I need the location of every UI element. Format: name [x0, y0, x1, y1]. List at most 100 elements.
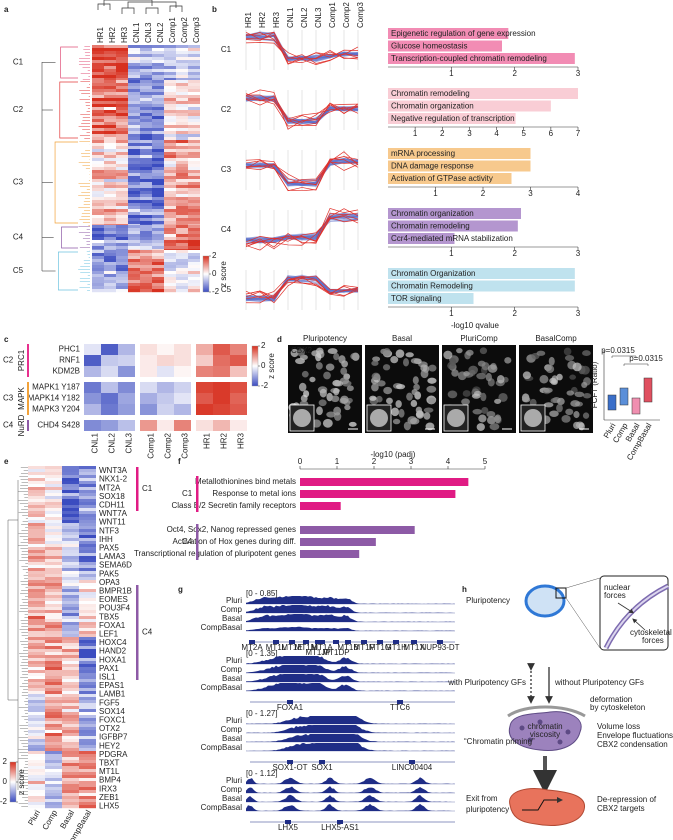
nucleus — [428, 364, 437, 372]
heatmap-texture — [188, 128, 200, 132]
gene-label: IRX3 — [99, 784, 117, 793]
heatmap-texture — [92, 265, 104, 269]
nucleus — [423, 412, 431, 420]
heatmap-texture — [92, 107, 104, 111]
heatmap-texture — [92, 119, 104, 123]
heatmap-texture — [92, 188, 104, 192]
heatmap-texture — [140, 149, 152, 153]
heatmap-texture — [152, 274, 164, 278]
heatmap-texture — [188, 137, 200, 141]
heatmap-texture — [164, 69, 176, 73]
track-label: Pluri — [226, 776, 242, 785]
heatmap-texture — [116, 149, 128, 153]
gene-label: WNT3A — [99, 466, 128, 475]
heatmap-texture — [140, 101, 152, 105]
heatmap-texture — [92, 86, 104, 90]
exon — [249, 640, 255, 644]
heatmap-texture — [79, 670, 96, 674]
heatmap-texture — [28, 517, 45, 521]
heatmap-texture — [104, 167, 116, 171]
heatmap-texture — [79, 790, 96, 794]
heatmap-texture — [92, 75, 104, 79]
heatmap-texture — [116, 280, 128, 284]
heatmap-texture — [104, 128, 116, 132]
zoom-box — [555, 587, 567, 599]
group-label: C1 — [182, 489, 193, 498]
heatmap-texture — [45, 658, 62, 662]
heatmap-texture — [164, 243, 176, 247]
heatmap-texture — [164, 231, 176, 235]
heatmap-texture — [28, 589, 45, 593]
heatmap-texture — [176, 176, 188, 180]
heatmap-texture — [128, 185, 140, 189]
heatmap-texture — [140, 167, 152, 171]
heatmap-texture — [116, 182, 128, 186]
track-label: Basal — [222, 674, 242, 683]
box — [607, 394, 617, 411]
heatmap-texture — [152, 158, 164, 162]
column-label: HR3 — [237, 432, 246, 449]
heatmap-texture — [176, 122, 188, 126]
heatmap-texture — [152, 146, 164, 150]
row-label: PHC1 — [59, 345, 81, 354]
heatmap-texture — [152, 218, 164, 222]
heatmap-texture — [140, 289, 152, 293]
heatmap-texture — [104, 89, 116, 93]
heatmap-texture — [104, 113, 116, 117]
bar — [388, 280, 575, 292]
heatmap-texture — [128, 122, 140, 126]
heatmap-texture — [176, 234, 188, 238]
heatmap-texture — [116, 63, 128, 67]
x-tick-label: 1 — [413, 129, 418, 138]
heatmap-texture — [188, 209, 200, 213]
heatmap-texture — [140, 48, 152, 52]
heatmap-cell — [84, 366, 101, 377]
track-label: Pluri — [226, 656, 242, 665]
heatmap-texture — [45, 592, 62, 596]
heatmap-texture — [128, 215, 140, 219]
group-label: NuRD — [17, 414, 26, 436]
heatmap-texture — [28, 496, 45, 500]
heatmap-texture — [176, 167, 188, 171]
profile-line — [245, 213, 359, 244]
heatmap-texture — [92, 277, 104, 281]
gene-label: LINC00404 — [392, 763, 433, 772]
heatmap-cell — [196, 344, 213, 355]
heatmap-texture — [152, 182, 164, 186]
gene-label: HAND2 — [99, 647, 127, 656]
heatmap-texture — [152, 173, 164, 177]
heatmap-texture — [28, 571, 45, 575]
heatmap-texture — [28, 535, 45, 539]
heatmap-texture — [128, 63, 140, 67]
heatmap-texture — [152, 125, 164, 129]
heatmap-texture — [164, 110, 176, 114]
heatmap-texture — [188, 95, 200, 99]
heatmap-texture — [104, 179, 116, 183]
heatmap-texture — [79, 541, 96, 545]
heatmap-texture — [152, 104, 164, 108]
gene-label: ZEB1 — [99, 793, 120, 802]
heatmap-texture — [140, 256, 152, 260]
heatmap-texture — [62, 559, 79, 563]
heatmap-texture — [79, 613, 96, 617]
heatmap-texture — [140, 240, 152, 244]
heatmap-texture — [128, 104, 140, 108]
heatmap-texture — [92, 262, 104, 266]
heatmap-texture — [92, 149, 104, 153]
nucleus — [556, 403, 563, 413]
heatmap-texture — [45, 517, 62, 521]
nucleus — [578, 422, 585, 431]
heatmap-texture — [116, 54, 128, 58]
cluster-label: C1 — [13, 58, 24, 67]
heatmap-texture — [79, 619, 96, 623]
heatmap-texture — [176, 206, 188, 210]
heatmap-texture — [62, 589, 79, 593]
heatmap-texture — [116, 131, 128, 135]
heatmap-texture — [79, 754, 96, 758]
heatmap-texture — [62, 661, 79, 665]
heatmap-texture — [62, 748, 79, 752]
heatmap-texture — [92, 66, 104, 70]
heatmap-texture — [176, 95, 188, 99]
gene-label: PAX1 — [99, 664, 119, 673]
nucleus — [297, 348, 305, 357]
